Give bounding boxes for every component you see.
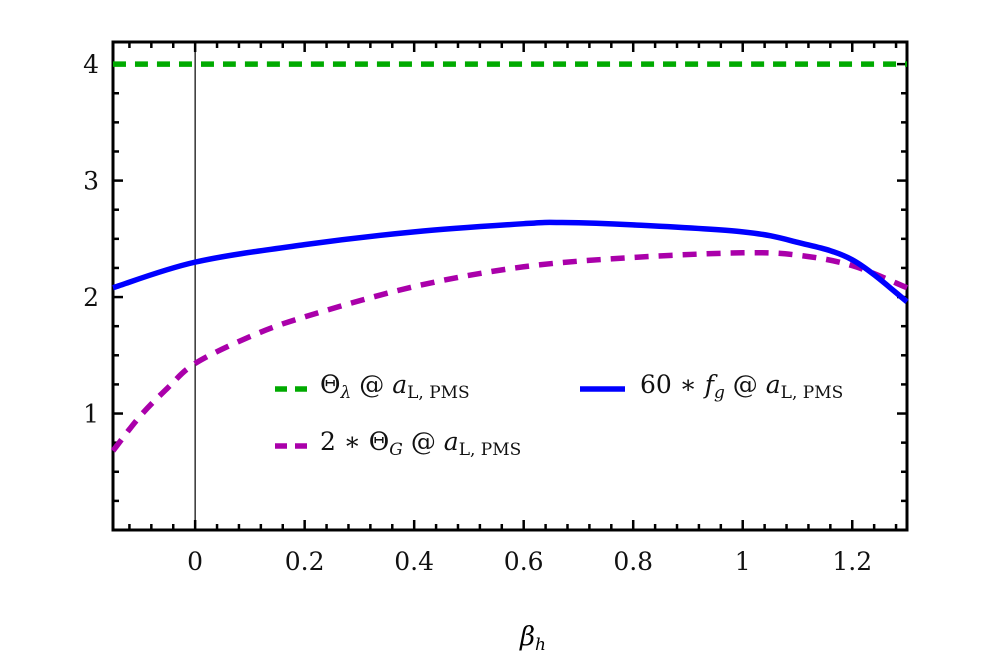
x-tick-label: 0.2 (285, 547, 325, 576)
legend-marks (275, 386, 625, 449)
ticks (113, 42, 907, 530)
y-tick-label: 2 (83, 283, 99, 312)
x-axis-label-sub: h (535, 635, 546, 655)
legend-text: a (765, 370, 781, 399)
legend-text: g (713, 383, 725, 403)
legend-text: a (392, 370, 408, 399)
y-tick-label: 1 (83, 400, 99, 429)
x-tick-label: 0 (187, 547, 203, 576)
x-tick-label: 0.4 (394, 547, 434, 576)
x-axis-label: βh (520, 622, 546, 655)
legend-text: a (443, 427, 459, 456)
series-group (110, 61, 909, 453)
x-tick-label: 0.8 (613, 547, 653, 576)
legend-text: @ (724, 370, 766, 399)
legend-text: Θ (320, 370, 341, 399)
y-tick-label: 3 (83, 167, 99, 196)
legend-text: λ (340, 383, 352, 403)
legend-entry-theta-lambda: Θλ @ aL, PMS (320, 370, 470, 403)
legend-text: 2 ∗ (320, 427, 369, 456)
legend-text: L, PMS (458, 440, 522, 460)
legend-text: f (704, 370, 714, 399)
y-tick-label: 4 (83, 50, 99, 79)
legend-text: G (389, 440, 403, 460)
series-2-theta-g (110, 249, 909, 453)
x-axis-label-main: β (520, 622, 536, 652)
legend-text: L, PMS (407, 383, 470, 403)
legend-text: @ (402, 427, 444, 456)
legend-text: L, PMS (780, 383, 844, 403)
x-tick-label: 1 (735, 547, 751, 576)
series-60-fg (112, 219, 909, 304)
legend-text: @ (351, 370, 393, 399)
legend-text: 60 ∗ (640, 370, 705, 399)
x-tick-label: 0.6 (504, 547, 544, 576)
legend-text: Θ (368, 427, 390, 456)
legend-entry-theta-g: 2 ∗ ΘG @ aL, PMS (320, 427, 521, 460)
tick-labels: 0 0.2 0.4 0.6 0.8 1 1.2 1 2 3 4 (83, 50, 872, 576)
x-tick-label: 1.2 (832, 547, 872, 576)
legend-entry-fg: 60 ∗ fg @ aL, PMS (640, 370, 843, 403)
